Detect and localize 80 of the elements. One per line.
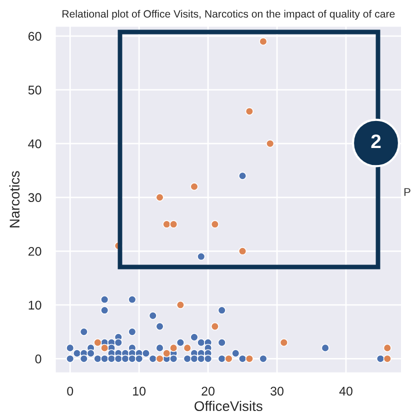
y-tick-label: 40 <box>28 139 42 148</box>
point <box>383 354 392 363</box>
point <box>376 354 385 363</box>
point <box>190 354 198 363</box>
x-tick-label: 0 <box>67 386 74 396</box>
point <box>142 349 150 358</box>
point <box>218 306 226 314</box>
point <box>210 322 220 331</box>
point <box>148 354 157 363</box>
point <box>94 354 102 363</box>
x-tick-label: 30 <box>270 386 284 396</box>
point <box>86 349 95 358</box>
point <box>245 107 254 116</box>
point <box>169 354 178 363</box>
point <box>218 354 226 363</box>
point <box>280 338 288 347</box>
point <box>107 354 116 363</box>
point <box>176 338 185 347</box>
point <box>224 354 233 363</box>
point <box>134 354 144 363</box>
point <box>114 354 122 363</box>
point <box>72 349 82 358</box>
point <box>100 354 109 363</box>
point <box>238 172 247 180</box>
chart-title: Relational plot of Office Visits, Narcotics on the impact of quality of care <box>62 10 395 20</box>
x-tick-label: 10 <box>133 386 146 396</box>
point <box>156 344 164 352</box>
point <box>156 322 164 331</box>
point <box>169 220 178 228</box>
point <box>204 354 212 363</box>
point <box>266 140 274 148</box>
x-tick-label: 20 <box>202 386 215 396</box>
point <box>197 252 206 261</box>
x-axis-title: OfficeVisits <box>194 400 262 412</box>
point <box>238 354 247 363</box>
x-tick-label: 40 <box>339 386 352 396</box>
point <box>176 300 185 310</box>
point <box>128 354 136 363</box>
y-tick-label: 60 <box>28 32 42 41</box>
point <box>245 354 254 363</box>
point <box>259 354 268 363</box>
point <box>66 354 74 363</box>
point <box>66 344 74 352</box>
point <box>190 333 198 342</box>
y-tick-label: 30 <box>28 193 42 202</box>
y-tick-label: 10 <box>28 300 42 310</box>
point <box>218 338 226 347</box>
point <box>80 354 88 363</box>
point <box>197 338 206 347</box>
point <box>321 344 330 352</box>
point <box>232 349 240 358</box>
point <box>162 349 171 358</box>
text: P <box>404 188 410 196</box>
point <box>100 306 109 314</box>
point <box>100 295 109 304</box>
point <box>383 344 392 352</box>
point <box>121 354 130 363</box>
point <box>210 220 220 228</box>
point <box>259 37 268 46</box>
point <box>162 220 171 228</box>
point <box>190 182 198 191</box>
annotation: 2 <box>371 134 381 148</box>
y-tick-label: 20 <box>28 246 42 256</box>
point <box>183 344 192 352</box>
point <box>128 328 136 336</box>
point <box>197 354 206 363</box>
y-tick-label: 0 <box>35 354 42 364</box>
y-tick-label: 50 <box>28 86 42 94</box>
point <box>156 193 164 202</box>
point <box>94 338 102 347</box>
point <box>128 295 136 304</box>
point <box>238 247 247 256</box>
point <box>100 344 109 352</box>
point <box>183 354 192 363</box>
point <box>114 338 122 347</box>
point <box>156 354 164 363</box>
point <box>80 328 88 336</box>
point <box>148 312 157 320</box>
y-axis-title: Narcotics <box>9 171 20 228</box>
point <box>169 344 178 352</box>
